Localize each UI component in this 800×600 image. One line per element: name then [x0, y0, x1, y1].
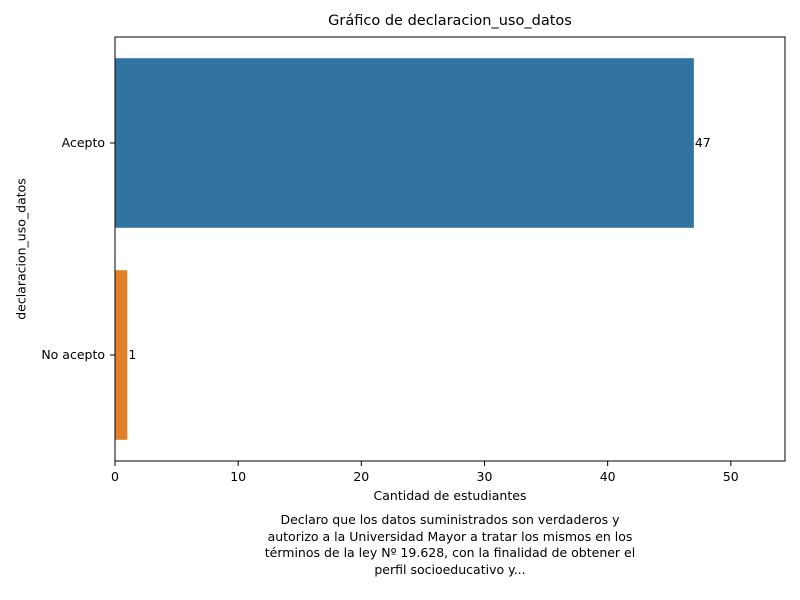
data-label: 1 — [128, 347, 136, 362]
y-tick-label: Acepto — [62, 135, 105, 150]
x-tick-label: 10 — [230, 469, 246, 484]
caption-line: términos de la ley Nº 19.628, con la fin… — [264, 545, 636, 560]
bar — [115, 58, 694, 228]
data-label: 47 — [695, 135, 711, 150]
plot-frame — [114, 36, 786, 462]
bar — [115, 270, 128, 440]
caption-line: autorizo a la Universidad Mayor a tratar… — [267, 528, 633, 544]
caption-line: Declaro que los datos suministrados son … — [280, 512, 620, 527]
y-axis-label: declaracion_uso_datos — [13, 178, 29, 320]
x-tick-label: 50 — [723, 469, 739, 484]
x-tick-label: 40 — [600, 469, 616, 484]
x-tick-label: 20 — [353, 469, 369, 484]
y-tick-label: No acepto — [41, 347, 105, 362]
caption-line: perfil socioeducativo y... — [374, 561, 526, 577]
x-axis-label: Cantidad de estudiantes — [373, 488, 527, 503]
x-tick-label: 30 — [477, 469, 493, 484]
x-tick-label: 0 — [111, 469, 119, 484]
caption: Declaro que los datos suministrados son … — [215, 512, 685, 578]
chart-title: Gráfico de declaracion_uso_datos — [328, 13, 572, 29]
